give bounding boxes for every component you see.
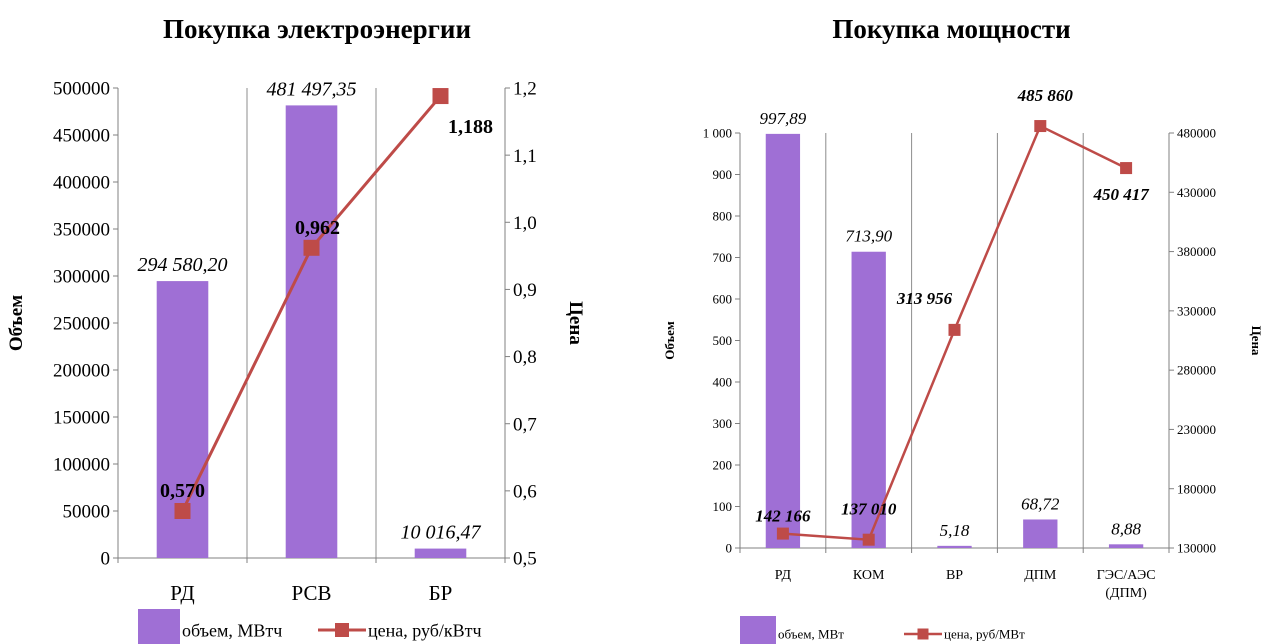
- electricity-chart-svg: 0 50000 100000 150000 200000 250000 300000 3500…: [6, 78, 586, 644]
- legend-bar-swatch: [740, 616, 776, 644]
- category-label: ДПМ: [1024, 568, 1057, 583]
- capacity-chart-svg: 0 100 200 300 400 500 600 700 800 900 1 000 130000 1…: [662, 86, 1264, 644]
- y-tick-label: 400000: [53, 173, 110, 194]
- legend-bar-swatch: [138, 609, 180, 644]
- y-tick-label: 200000: [53, 361, 110, 382]
- price-value-label: 0,570: [160, 480, 205, 502]
- bar-value-label: 481 497,35: [267, 78, 357, 100]
- price-value-label: 450 417: [1092, 185, 1150, 204]
- bar: [414, 548, 467, 558]
- bar: [937, 545, 972, 548]
- bar: [765, 133, 801, 548]
- y2-tick-label: 1,1: [513, 146, 537, 167]
- y2-tick-label: 430000: [1177, 185, 1216, 200]
- y2-tick-label: 380000: [1177, 244, 1216, 259]
- legend-line-label: цена, руб/МВт: [944, 627, 1025, 642]
- y-tick-label: 700: [713, 250, 733, 265]
- legend-line-label: цена, руб/кВтч: [368, 620, 482, 640]
- y-tick-label: 350000: [53, 220, 110, 241]
- bar-value-label: 713,90: [845, 227, 892, 246]
- y-tick-label: 0: [726, 541, 733, 556]
- y2-tick-label: 0,9: [513, 280, 537, 301]
- category-label: РД: [775, 568, 792, 583]
- y-tick-label: 100000: [53, 455, 110, 476]
- price-marker: [776, 527, 789, 540]
- y-tick-label: 600: [713, 292, 733, 307]
- y2-tick-label: 330000: [1177, 303, 1216, 318]
- y2-tick-label: 1,2: [513, 79, 537, 100]
- bar: [1023, 519, 1058, 548]
- y-tick-label: 50000: [63, 502, 111, 523]
- price-marker: [303, 239, 320, 256]
- bar: [285, 105, 338, 559]
- category-label: (ДПМ): [1105, 586, 1147, 601]
- y-tick-label: 250000: [53, 314, 110, 335]
- y-tick-label: 1 000: [703, 126, 732, 141]
- category-label: БР: [429, 581, 453, 605]
- price-marker: [1120, 162, 1133, 175]
- bar-value-label: 68,72: [1021, 494, 1060, 513]
- y-tick-label: 0: [101, 549, 111, 570]
- y2-tick-label: 0,6: [513, 482, 537, 503]
- legend-line-marker: [335, 623, 349, 637]
- y-tick-label: 150000: [53, 408, 110, 429]
- y2-tick-label: 280000: [1177, 363, 1216, 378]
- category-label: ГЭС/АЭС: [1097, 568, 1156, 583]
- y-axis-title: Объем: [6, 295, 27, 351]
- y2-tick-label: 0,7: [513, 414, 537, 435]
- price-marker: [174, 503, 191, 519]
- y2-tick-label: 180000: [1177, 481, 1216, 496]
- price-value-label: 1,188: [448, 116, 493, 138]
- y-tick-label: 300: [713, 416, 733, 431]
- category-label: РД: [170, 581, 194, 605]
- y2-tick-label: 230000: [1177, 422, 1216, 437]
- bar: [851, 251, 886, 548]
- capacity-purchase-chart: Покупка мощности 0 100 200 300 400 500 600 700 8…: [634, 0, 1269, 644]
- bar-value-label: 10 016,47: [401, 522, 482, 544]
- chart-title: Покупка электроэнергии: [162, 14, 472, 44]
- price-value-label: 142 166: [755, 507, 811, 526]
- price-marker: [432, 88, 449, 105]
- price-value-label: 0,962: [295, 217, 340, 239]
- legend-bar-label: объем, МВт: [778, 627, 844, 642]
- price-value-label: 313 956: [896, 289, 953, 308]
- bar-value-label: 294 580,20: [138, 254, 228, 276]
- y2-tick-label: 130000: [1177, 541, 1216, 556]
- bar-value-label: 8,88: [1111, 519, 1141, 538]
- bar-value-label: 5,18: [940, 521, 970, 540]
- legend-line-marker: [917, 628, 929, 640]
- y-tick-label: 900: [713, 167, 733, 182]
- y2-axis-title: Цена: [565, 301, 586, 345]
- y2-tick-label: 1,0: [513, 213, 537, 234]
- legend-bar-label: объем, МВтч: [182, 620, 282, 640]
- y-tick-label: 200: [713, 458, 733, 473]
- chart-title: Покупка мощности: [832, 14, 1071, 44]
- price-value-label: 485 860: [1017, 86, 1074, 105]
- price-marker: [948, 323, 961, 336]
- y-tick-label: 100: [713, 499, 733, 514]
- price-marker: [1034, 120, 1047, 133]
- y-axis-title: Объем: [662, 321, 677, 360]
- y-tick-label: 800: [713, 209, 733, 224]
- category-label: ВР: [946, 568, 963, 583]
- category-label: РСВ: [292, 581, 332, 605]
- price-value-label: 137 010: [841, 500, 897, 519]
- y-tick-label: 300000: [53, 267, 110, 288]
- y2-tick-label: 0,5: [513, 549, 537, 570]
- electricity-purchase-chart: Покупка электроэнергии 0 50000 100000 15000…: [0, 0, 634, 644]
- y2-tick-label: 480000: [1177, 126, 1216, 141]
- price-marker: [862, 533, 875, 546]
- bar: [1108, 544, 1144, 548]
- bar-value-label: 997,89: [760, 109, 807, 128]
- y-tick-label: 450000: [53, 126, 110, 147]
- y-tick-label: 400: [713, 375, 733, 390]
- y2-axis-title: Цена: [1249, 326, 1264, 356]
- y-tick-label: 500000: [53, 79, 110, 100]
- y2-tick-label: 0,8: [513, 347, 537, 368]
- category-label: КОМ: [853, 568, 885, 583]
- y-tick-label: 500: [713, 333, 733, 348]
